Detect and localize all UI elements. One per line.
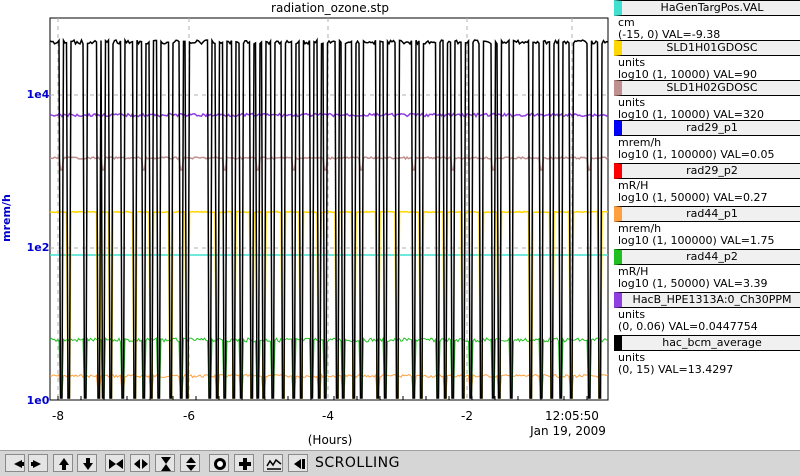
trace-hacb-ppm <box>49 111 609 119</box>
legend-entry[interactable]: hac_bcm_average units (0, 15) VAL=13.4297 <box>610 335 800 385</box>
legend-unit: cm <box>618 16 635 29</box>
legend-scale: (-15, 0) VAL=-9.38 <box>618 28 721 41</box>
legend-entry[interactable]: rad44_p2 mR/H log10 (1, 50000) VAL=3.39 <box>610 249 800 299</box>
legend-entry[interactable]: SLD1H02GDOSC units log10 (1, 10000) VAL=32… <box>610 80 800 130</box>
up-arrow-button[interactable] <box>53 454 73 472</box>
trace-sld1h02 <box>49 155 609 171</box>
traces <box>49 37 609 399</box>
down-arrow-button[interactable] <box>77 454 97 472</box>
legend-unit: units <box>618 96 646 109</box>
scroll-status: SCROLLING <box>315 455 400 471</box>
y-tick-1e4: 1e4 <box>27 88 50 101</box>
scroll-icon <box>294 459 305 469</box>
trace-hac-bcm <box>49 37 609 399</box>
legend-trace-name[interactable]: rad44_p1 <box>614 206 800 222</box>
legend-trace-name[interactable]: SLD1H02GDOSC <box>614 80 800 96</box>
stripchart-icon <box>266 458 282 470</box>
x-tick-minus8: -8 <box>52 409 64 423</box>
legend-scale: (0, 0.06) VAL=0.0447754 <box>618 320 758 333</box>
down-arrow-icon <box>83 458 93 470</box>
scroll-button[interactable] <box>288 454 308 472</box>
zoom-out-x-icon <box>134 459 148 469</box>
legend-unit: units <box>618 56 646 69</box>
right-arrow-icon <box>31 460 41 468</box>
legend-trace-name[interactable]: hac_bcm_average <box>614 335 800 351</box>
legend-unit: mR/H <box>618 265 649 278</box>
left-arrow-button[interactable] <box>5 454 25 472</box>
legend-trace-name[interactable]: HaGenTargPos.VAL <box>614 0 800 16</box>
zoom-in-x-icon <box>109 459 123 469</box>
record-icon <box>214 458 226 470</box>
legend-scale: log10 (1, 10000) VAL=90 <box>618 68 758 81</box>
legend-unit: mR/H <box>618 179 649 192</box>
legend-scale: log10 (1, 100000) VAL=0.05 <box>618 148 775 161</box>
zoom-out-x-button[interactable] <box>130 454 150 472</box>
stripchart-button[interactable] <box>263 454 283 472</box>
legend-scale: log10 (1, 100000) VAL=1.75 <box>618 234 775 247</box>
x-axis-label: (Hours) <box>308 433 353 447</box>
legend-trace-name[interactable]: HacB_HPE1313A:0_Ch30PPM <box>614 292 800 308</box>
zoom-in-x-button[interactable] <box>105 454 125 472</box>
crosshair-icon <box>239 458 251 470</box>
y-tick-1e2: 1e2 <box>27 241 50 254</box>
record-button[interactable] <box>209 454 229 472</box>
current-time: 12:05:50 <box>545 409 599 423</box>
right-arrow-button[interactable] <box>28 454 48 472</box>
zoom-out-y-icon <box>186 457 196 471</box>
zoom-in-y-button[interactable] <box>155 454 175 472</box>
legend-entry[interactable]: SLD1H01GDOSC units log10 (1, 10000) VAL=90 <box>610 40 800 90</box>
legend-trace-name[interactable]: rad29_p2 <box>614 163 800 179</box>
x-tick-minus6: -6 <box>183 409 195 423</box>
left-arrow-icon <box>14 460 24 468</box>
legend-unit: units <box>618 308 646 321</box>
y-tick-1e0: 1e0 <box>27 394 50 407</box>
legend-unit: mrem/h <box>618 222 662 235</box>
legend-scale: (0, 15) VAL=13.4297 <box>618 363 734 376</box>
legend-scale: log10 (1, 50000) VAL=3.39 <box>618 277 768 290</box>
legend-unit: mrem/h <box>618 136 662 149</box>
legend-entry[interactable]: rad29_p2 mR/H log10 (1, 50000) VAL=0.27 <box>610 163 800 213</box>
legend-entry[interactable]: rad29_p1 mrem/h log10 (1, 100000) VAL=0.05 <box>610 120 800 170</box>
legend-scale: log10 (1, 50000) VAL=0.27 <box>618 191 768 204</box>
up-arrow-icon <box>59 458 69 470</box>
crosshair-button[interactable] <box>234 454 254 472</box>
legend-entry[interactable]: HaGenTargPos.VAL cm (-15, 0) VAL=-9.38 <box>610 0 800 50</box>
radiation-stripchart[interactable]: radiation_ozone.stp mrem/h 1e4 1e2 1e0 -… <box>0 0 610 450</box>
legend-trace-name[interactable]: rad29_p1 <box>614 120 800 136</box>
zoom-out-y-button[interactable] <box>180 454 200 472</box>
current-date: Jan 19, 2009 <box>529 424 606 438</box>
y-axis-label: mrem/h <box>0 194 13 242</box>
x-tick-minus4: -4 <box>322 409 334 423</box>
plot-title: radiation_ozone.stp <box>271 1 389 15</box>
legend-entry[interactable]: rad44_p1 mrem/h log10 (1, 100000) VAL=1.75 <box>610 206 800 256</box>
legend-panel: HaGenTargPos.VAL cm (-15, 0) VAL=-9.38 SLD1… <box>610 0 800 450</box>
toolbar: SCROLLING <box>0 450 800 476</box>
legend-entry[interactable]: HacB_HPE1313A:0_Ch30PPM units (0, 0.06) VA… <box>610 292 800 342</box>
legend-trace-name[interactable]: rad44_p2 <box>614 249 800 265</box>
zoom-in-y-icon <box>161 457 171 471</box>
x-tick-minus2: -2 <box>461 409 473 423</box>
legend-trace-name[interactable]: SLD1H01GDOSC <box>614 40 800 56</box>
plot-area[interactable]: radiation_ozone.stp mrem/h 1e4 1e2 1e0 -… <box>0 0 610 450</box>
trace-sld1h01 <box>49 210 609 399</box>
legend-unit: units <box>618 351 646 364</box>
legend-scale: log10 (1, 10000) VAL=320 <box>618 108 765 121</box>
